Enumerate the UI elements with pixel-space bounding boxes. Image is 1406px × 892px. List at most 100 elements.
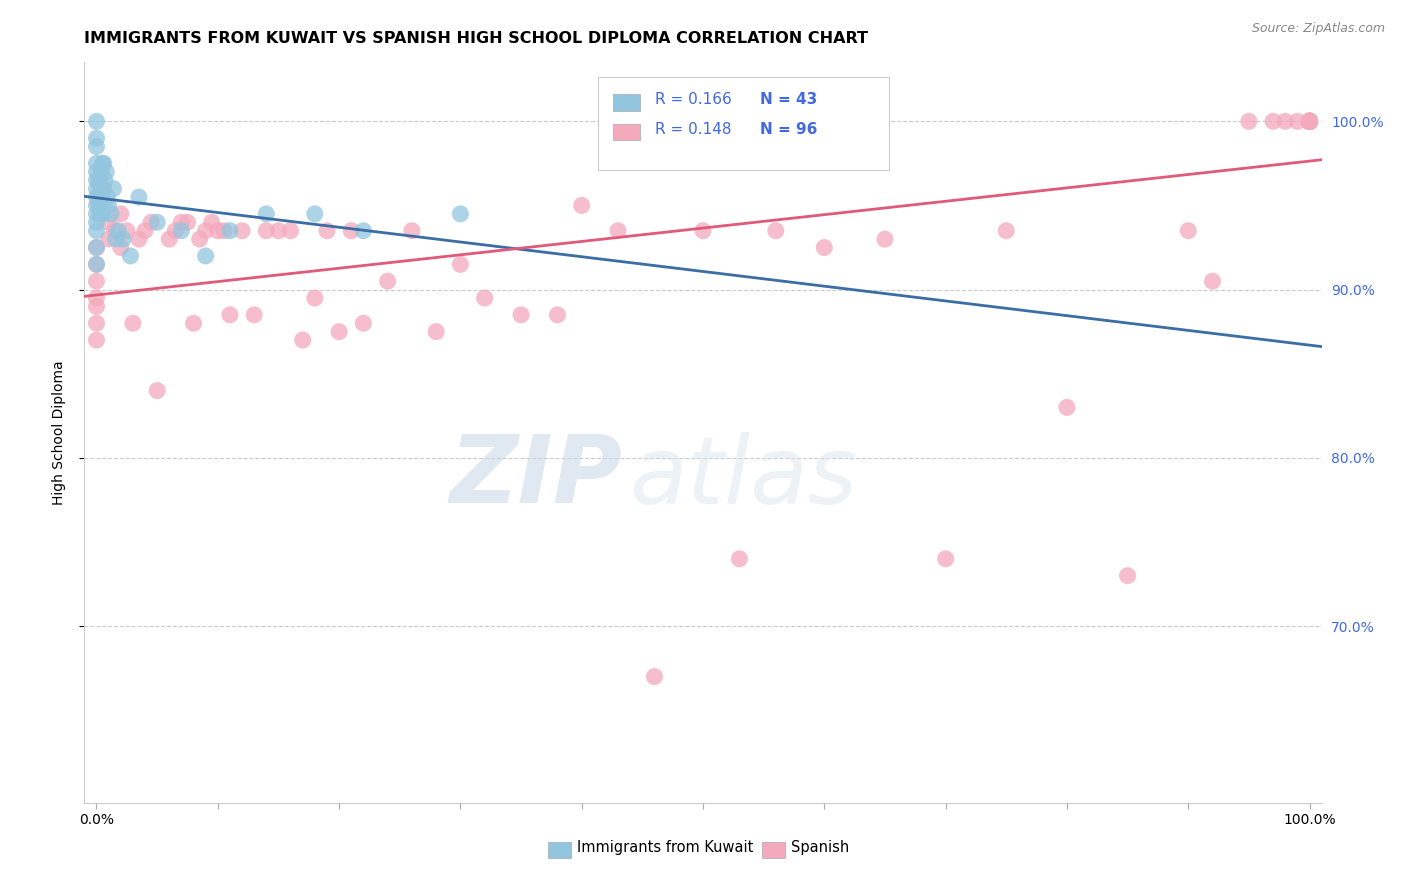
Point bbox=[86, 240, 108, 254]
Point bbox=[86, 316, 108, 330]
Point bbox=[1298, 114, 1320, 128]
Point bbox=[212, 224, 235, 238]
Point bbox=[1298, 114, 1320, 128]
Point bbox=[110, 207, 132, 221]
Point bbox=[1298, 114, 1320, 128]
Point bbox=[91, 207, 114, 221]
Y-axis label: High School Diploma: High School Diploma bbox=[52, 360, 66, 505]
Point bbox=[728, 551, 751, 566]
Point bbox=[1056, 401, 1078, 415]
Point bbox=[104, 232, 127, 246]
Point bbox=[935, 551, 957, 566]
Point bbox=[1298, 114, 1320, 128]
Text: Source: ZipAtlas.com: Source: ZipAtlas.com bbox=[1251, 22, 1385, 36]
Point bbox=[115, 224, 138, 238]
Point bbox=[165, 224, 187, 238]
Point bbox=[873, 232, 896, 246]
Point bbox=[546, 308, 568, 322]
Point bbox=[103, 181, 125, 195]
Point bbox=[425, 325, 447, 339]
Point bbox=[86, 333, 108, 347]
Text: N = 96: N = 96 bbox=[759, 121, 817, 136]
Point bbox=[1298, 114, 1320, 128]
Point bbox=[1274, 114, 1296, 128]
Point bbox=[1298, 114, 1320, 128]
Point bbox=[86, 207, 108, 221]
Point bbox=[607, 224, 630, 238]
Point bbox=[128, 232, 150, 246]
Point bbox=[1298, 114, 1320, 128]
Point bbox=[280, 224, 302, 238]
Point bbox=[1298, 114, 1320, 128]
Point bbox=[170, 224, 193, 238]
Point bbox=[87, 173, 110, 187]
Point bbox=[94, 173, 117, 187]
Point bbox=[89, 181, 111, 195]
Point bbox=[1298, 114, 1320, 128]
Point bbox=[1298, 114, 1320, 128]
Point bbox=[1298, 114, 1320, 128]
Point bbox=[188, 232, 211, 246]
Point bbox=[231, 224, 253, 238]
Point bbox=[1298, 114, 1320, 128]
Point bbox=[134, 224, 156, 238]
Point bbox=[1116, 568, 1139, 582]
Point bbox=[104, 224, 127, 238]
Point bbox=[86, 198, 108, 212]
Point bbox=[765, 224, 787, 238]
Point bbox=[243, 308, 266, 322]
Point bbox=[201, 215, 224, 229]
Point bbox=[207, 224, 229, 238]
FancyBboxPatch shape bbox=[598, 78, 889, 169]
Point bbox=[86, 114, 108, 128]
Point bbox=[995, 224, 1018, 238]
Point bbox=[377, 274, 399, 288]
Point bbox=[120, 249, 142, 263]
Point bbox=[401, 224, 423, 238]
Point bbox=[97, 215, 120, 229]
Point bbox=[352, 316, 374, 330]
Point bbox=[1298, 114, 1320, 128]
Point bbox=[194, 249, 217, 263]
Point bbox=[643, 670, 665, 684]
Point bbox=[183, 316, 205, 330]
Point bbox=[1298, 114, 1320, 128]
Point bbox=[139, 215, 162, 229]
Point bbox=[96, 165, 118, 179]
Point bbox=[267, 224, 290, 238]
Point bbox=[176, 215, 198, 229]
Text: Spanish: Spanish bbox=[790, 840, 849, 855]
FancyBboxPatch shape bbox=[613, 95, 640, 111]
Text: ZIP: ZIP bbox=[450, 431, 623, 523]
Point bbox=[86, 139, 108, 153]
Point bbox=[1298, 114, 1320, 128]
Point bbox=[571, 198, 593, 212]
Point bbox=[86, 240, 108, 254]
Point bbox=[1237, 114, 1260, 128]
Point bbox=[89, 207, 111, 221]
Point bbox=[1298, 114, 1320, 128]
Text: Immigrants from Kuwait: Immigrants from Kuwait bbox=[576, 840, 754, 855]
Point bbox=[1298, 114, 1320, 128]
Point bbox=[474, 291, 496, 305]
Point bbox=[449, 257, 471, 271]
Point bbox=[254, 224, 277, 238]
Point bbox=[86, 257, 108, 271]
Point bbox=[692, 224, 714, 238]
Point bbox=[86, 300, 108, 314]
Point bbox=[328, 325, 350, 339]
Point bbox=[340, 224, 363, 238]
Point bbox=[170, 215, 193, 229]
Point bbox=[112, 232, 135, 246]
Point bbox=[157, 232, 180, 246]
Text: N = 43: N = 43 bbox=[759, 92, 817, 107]
Point bbox=[87, 198, 110, 212]
Point bbox=[97, 232, 120, 246]
Point bbox=[1298, 114, 1320, 128]
Point bbox=[107, 224, 129, 238]
Point bbox=[1177, 224, 1199, 238]
Point bbox=[86, 173, 108, 187]
Point bbox=[1286, 114, 1309, 128]
Point bbox=[1298, 114, 1320, 128]
Point bbox=[90, 190, 112, 204]
